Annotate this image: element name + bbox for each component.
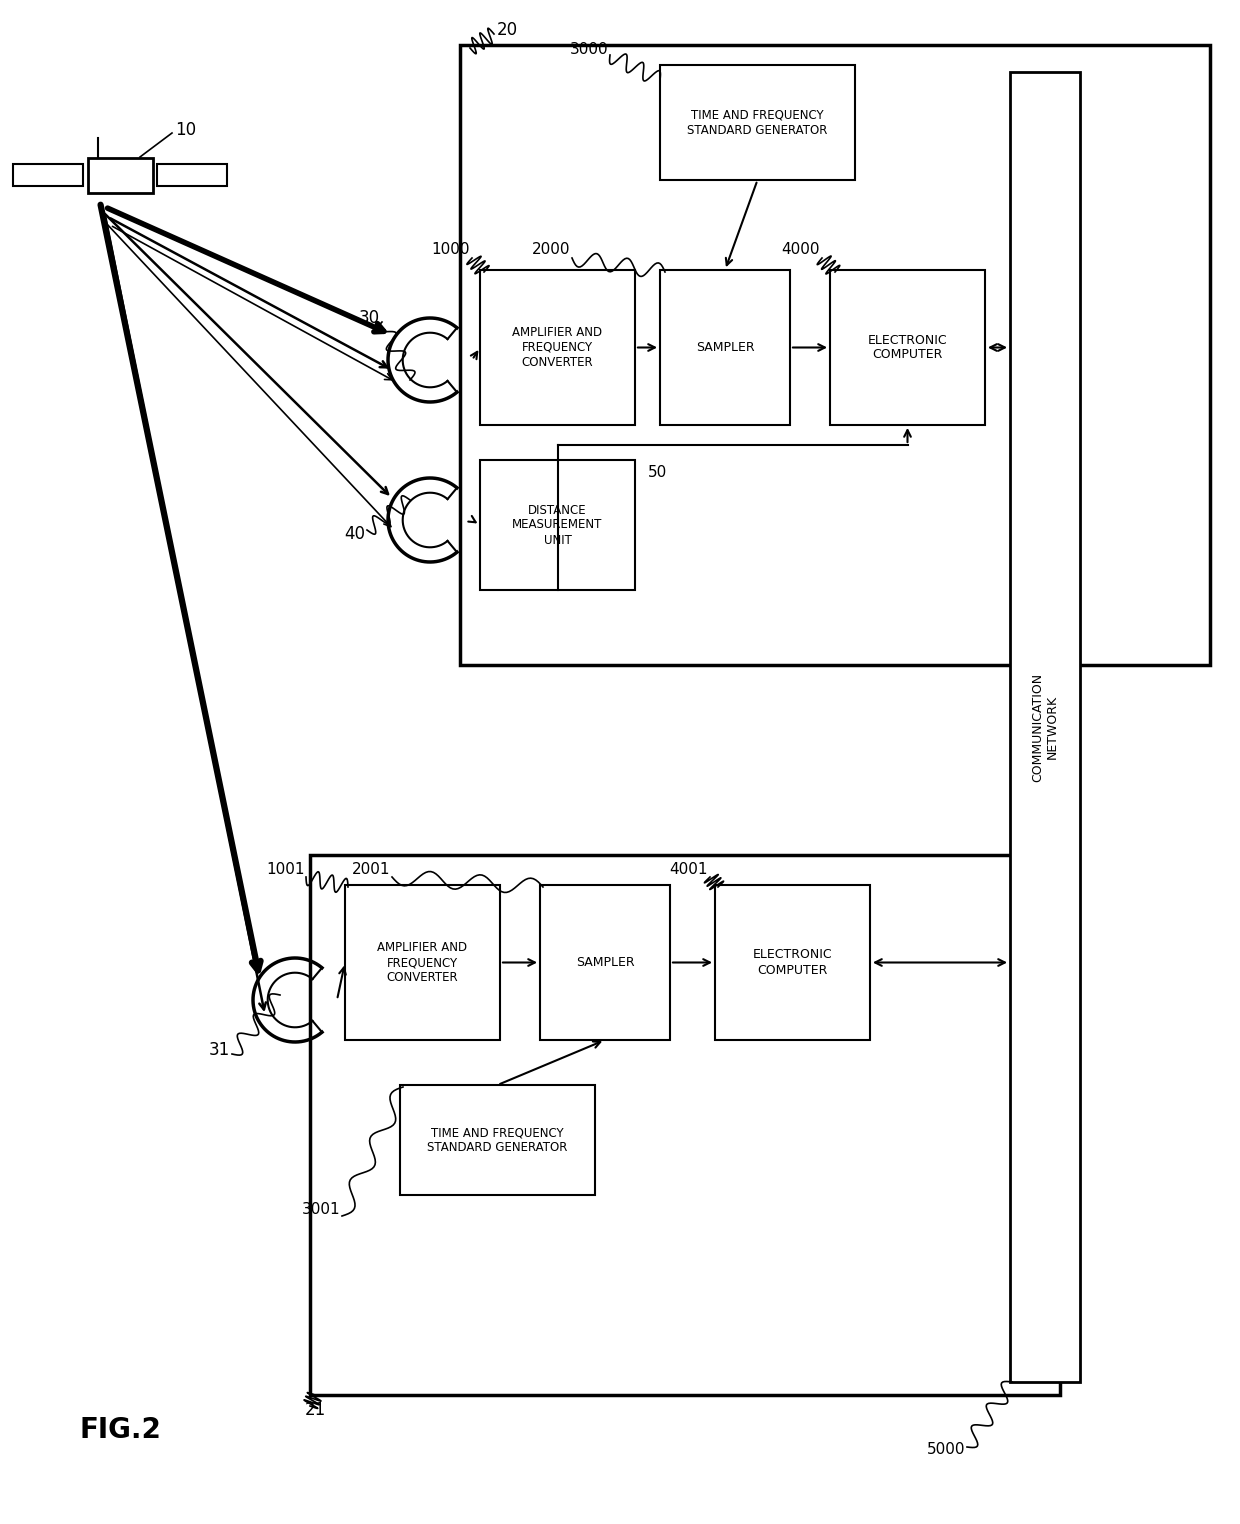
Text: 31: 31 <box>208 1041 229 1059</box>
Bar <box>345 885 500 1039</box>
Bar <box>310 855 1060 1394</box>
Bar <box>539 885 670 1039</box>
Text: 10: 10 <box>175 120 196 139</box>
Text: COMMUNICATION
NETWORK: COMMUNICATION NETWORK <box>1030 672 1059 782</box>
Text: 4000: 4000 <box>781 242 820 258</box>
Text: 30: 30 <box>358 309 379 328</box>
Bar <box>480 460 635 590</box>
Bar <box>460 46 1210 664</box>
Text: FIG.2: FIG.2 <box>81 1416 162 1445</box>
Text: DISTANCE
MEASUREMENT
UNIT: DISTANCE MEASUREMENT UNIT <box>512 503 603 547</box>
Text: TIME AND FREQUENCY
STANDARD GENERATOR: TIME AND FREQUENCY STANDARD GENERATOR <box>687 108 827 137</box>
Bar <box>401 1085 595 1195</box>
Text: 20: 20 <box>497 21 518 40</box>
Bar <box>830 270 985 425</box>
Text: SAMPLER: SAMPLER <box>696 341 754 354</box>
Text: 2001: 2001 <box>351 863 391 878</box>
Text: SAMPLER: SAMPLER <box>575 956 635 969</box>
Bar <box>88 158 153 194</box>
Text: 50: 50 <box>649 465 667 480</box>
Text: AMPLIFIER AND
FREQUENCY
CONVERTER: AMPLIFIER AND FREQUENCY CONVERTER <box>512 326 603 369</box>
Text: 5000: 5000 <box>926 1443 965 1457</box>
Text: TIME AND FREQUENCY
STANDARD GENERATOR: TIME AND FREQUENCY STANDARD GENERATOR <box>428 1126 568 1154</box>
Text: 2000: 2000 <box>532 242 570 258</box>
Text: 3000: 3000 <box>569 43 608 58</box>
Text: ELECTRONIC
COMPUTER: ELECTRONIC COMPUTER <box>753 948 832 977</box>
Bar <box>480 270 635 425</box>
Text: 3001: 3001 <box>301 1202 340 1218</box>
Text: AMPLIFIER AND
FREQUENCY
CONVERTER: AMPLIFIER AND FREQUENCY CONVERTER <box>377 940 467 985</box>
Text: 4001: 4001 <box>670 863 708 878</box>
Text: 40: 40 <box>343 524 365 543</box>
Bar <box>660 270 790 425</box>
Text: 1001: 1001 <box>267 863 305 878</box>
Bar <box>1011 72 1080 1382</box>
Bar <box>660 66 856 180</box>
Text: ELECTRONIC
COMPUTER: ELECTRONIC COMPUTER <box>868 334 947 361</box>
Text: 1000: 1000 <box>432 242 470 258</box>
Bar <box>715 885 870 1039</box>
Bar <box>157 165 227 186</box>
Text: 21: 21 <box>305 1401 326 1419</box>
Bar <box>12 165 83 186</box>
